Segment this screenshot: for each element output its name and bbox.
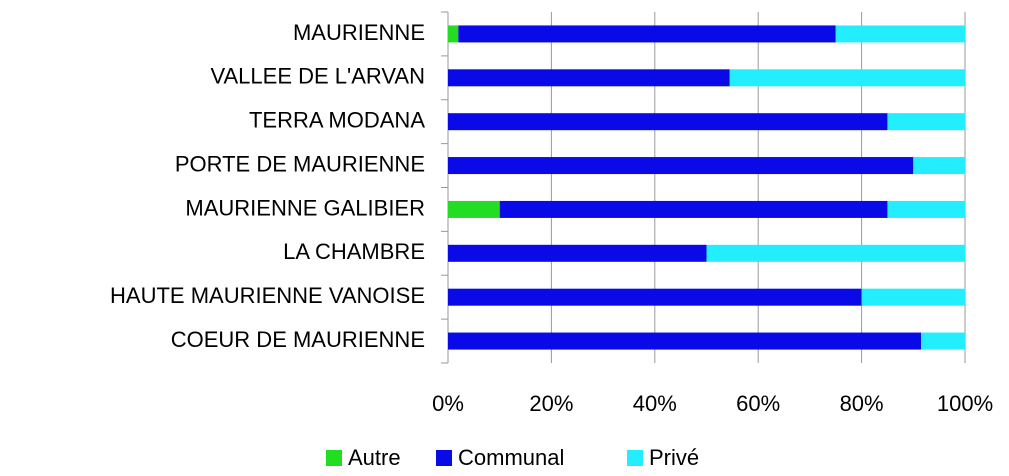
y-tick-label: MAURIENNE GALIBIER <box>185 195 425 220</box>
bar-segment <box>458 25 836 43</box>
bar-segment <box>448 69 730 87</box>
bar-segment <box>448 113 888 131</box>
legend-swatch <box>627 450 643 466</box>
x-tick-label: 20% <box>529 391 573 416</box>
y-tick-label: COEUR DE MAURIENNE <box>171 327 425 352</box>
y-tick-label: TERRA MODANA <box>249 108 425 133</box>
bar-segment <box>887 200 965 218</box>
bar-segment <box>835 25 965 43</box>
bar-segment <box>448 25 459 43</box>
y-tick-label: PORTE DE MAURIENNE <box>175 151 425 176</box>
y-tick-label: VALLEE DE L'ARVAN <box>210 64 425 89</box>
bar-segment <box>921 332 965 350</box>
bar-segment <box>448 200 500 218</box>
y-tick-label: LA CHAMBRE <box>283 239 425 264</box>
bar-segment <box>448 332 922 350</box>
bar-segment <box>499 200 888 218</box>
legend-swatch <box>326 450 342 466</box>
legend-label: Privé <box>649 445 699 470</box>
x-tick-label: 40% <box>633 391 677 416</box>
bar-segment <box>448 157 914 175</box>
y-tick-label: HAUTE MAURIENNE VANOISE <box>110 283 425 308</box>
legend-label: Autre <box>348 445 401 470</box>
legend-swatch <box>436 450 452 466</box>
bar-segment <box>448 288 862 306</box>
bar-segment <box>729 69 965 87</box>
y-tick-label: MAURIENNE <box>293 20 425 45</box>
x-tick-label: 100% <box>937 391 993 416</box>
x-tick-label: 80% <box>840 391 884 416</box>
bar-segment <box>887 113 965 131</box>
x-tick-label: 60% <box>736 391 780 416</box>
bar-segment <box>448 244 707 262</box>
bar-segment <box>913 157 965 175</box>
bar-segment <box>706 244 965 262</box>
bar-segment <box>861 288 965 306</box>
x-tick-label: 0% <box>432 391 464 416</box>
legend-label: Communal <box>458 445 564 470</box>
